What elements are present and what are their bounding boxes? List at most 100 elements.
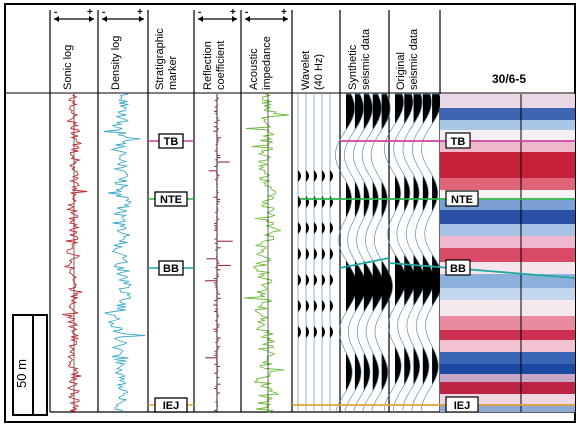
original-trace-fill (432, 94, 444, 412)
original-trace (393, 93, 416, 412)
wavelet-lobe (322, 326, 325, 338)
original-trace-fill (422, 94, 434, 412)
wavelet-lobe (322, 274, 325, 286)
strat-marker-box (158, 260, 184, 276)
synthetic-trace-fill (372, 94, 384, 412)
seismic-color-band (440, 178, 575, 190)
synthetic-trace (344, 93, 367, 413)
seismic-color-band (440, 394, 575, 404)
seismic-color-band (440, 300, 575, 316)
original-trace-fill (395, 94, 406, 412)
arrow-head-right (283, 16, 288, 22)
axis-plus-sign: + (281, 7, 287, 18)
seismic-color-band (440, 210, 575, 224)
wavelet-lobe (314, 170, 317, 182)
wavelet-lobe (298, 326, 301, 338)
arrow-head-left (245, 16, 250, 22)
sonic-log-curve (62, 93, 88, 413)
synthetic-trace-fill (381, 94, 393, 412)
seismic-color-band (440, 190, 575, 200)
axis-minus-sign: - (245, 7, 248, 18)
original-trace (420, 93, 444, 413)
seismic-marker-box (445, 132, 471, 149)
seismic-color-band (440, 120, 575, 130)
wavelet-lobe (330, 274, 333, 286)
wavelet-lobe (330, 248, 333, 260)
wavelet-lobe (306, 170, 309, 182)
original-trace-fill (413, 94, 425, 412)
axis-minus-sign: - (102, 7, 105, 18)
scale-bar (12, 314, 48, 416)
original-trace (411, 93, 435, 412)
synthetic-trace-fill (354, 94, 366, 412)
arrow-head-left (102, 16, 107, 22)
wavelet-lobe (330, 300, 333, 312)
seismic-marker-box (445, 259, 471, 276)
wavelet-lobe (298, 300, 301, 312)
original-trace (383, 93, 407, 413)
seismic-color-band (440, 94, 575, 108)
strat-marker-label: NTE (160, 194, 182, 206)
seismic-color-band (440, 316, 575, 330)
seismic-marker-box (445, 396, 479, 413)
wavelet-lobe (306, 196, 309, 208)
seismic-color-band (440, 152, 575, 178)
arrow-head-right (232, 16, 237, 22)
wavelet-lobe (314, 274, 317, 286)
strat-marker-label: BB (163, 263, 179, 275)
wavelet-lobe (322, 300, 325, 312)
seismic-color-band (440, 236, 575, 248)
wavelet-lobe (322, 196, 325, 208)
strat-marker-box (154, 397, 188, 413)
seismic-color-band (440, 382, 575, 394)
wavelet-lobe (330, 170, 333, 182)
synthetic-trace-fill (363, 94, 375, 412)
original-trace (402, 93, 425, 412)
wavelet-lobe (330, 196, 333, 208)
synthetic-trace (361, 93, 385, 413)
wavelet-lobe (298, 274, 301, 286)
wavelet-lobe (298, 170, 301, 182)
seismic-color-band (440, 330, 575, 340)
wavelet-lobe (322, 170, 325, 182)
seismic-color-band (440, 340, 575, 352)
seismic-color-band (440, 200, 575, 210)
wavelet-lobe (314, 248, 317, 260)
seismic-color-band (440, 352, 575, 364)
synthetic-trace (370, 93, 393, 413)
seismic-color-band (440, 108, 575, 120)
seismic-color-band (440, 262, 575, 274)
wavelet-lobe (298, 248, 301, 260)
wavelet-lobe (306, 300, 309, 312)
strat-marker-label: IEJ (163, 400, 180, 412)
strat-marker-box (154, 191, 188, 207)
wavelet-lobe (314, 196, 317, 208)
seismic-color-band (440, 364, 575, 374)
well-name: 30/6-5 (492, 72, 527, 86)
seismic-color-band (440, 130, 575, 142)
wavelet-lobe (306, 248, 309, 260)
strat-marker-label: TB (164, 136, 179, 148)
seismic-color-band (440, 374, 575, 382)
wavelet-lobe (330, 222, 333, 234)
seismic-marker-label: BB (450, 263, 466, 275)
seismic-color-band (440, 142, 575, 152)
wavelet-lobe (314, 326, 317, 338)
density-log-curve (103, 93, 146, 413)
wavelet-lobe (306, 326, 309, 338)
seismic-color-band (440, 274, 575, 288)
original-trace-fill (404, 94, 416, 412)
seismic-marker-label: TB (451, 136, 466, 148)
wavelet-lobe (314, 300, 317, 312)
synthetic-trace (352, 93, 376, 413)
wavelet-lobe (298, 196, 301, 208)
strat-marker-box (158, 133, 184, 149)
seismic-marker-label: NTE (451, 194, 473, 206)
wavelet-lobe (306, 274, 309, 286)
wavelet-lobe (306, 222, 309, 234)
wavelet-lobe (298, 222, 301, 234)
axis-plus-sign: + (230, 7, 236, 18)
wavelet-lobe (322, 222, 325, 234)
wavelet-lobe (322, 248, 325, 260)
